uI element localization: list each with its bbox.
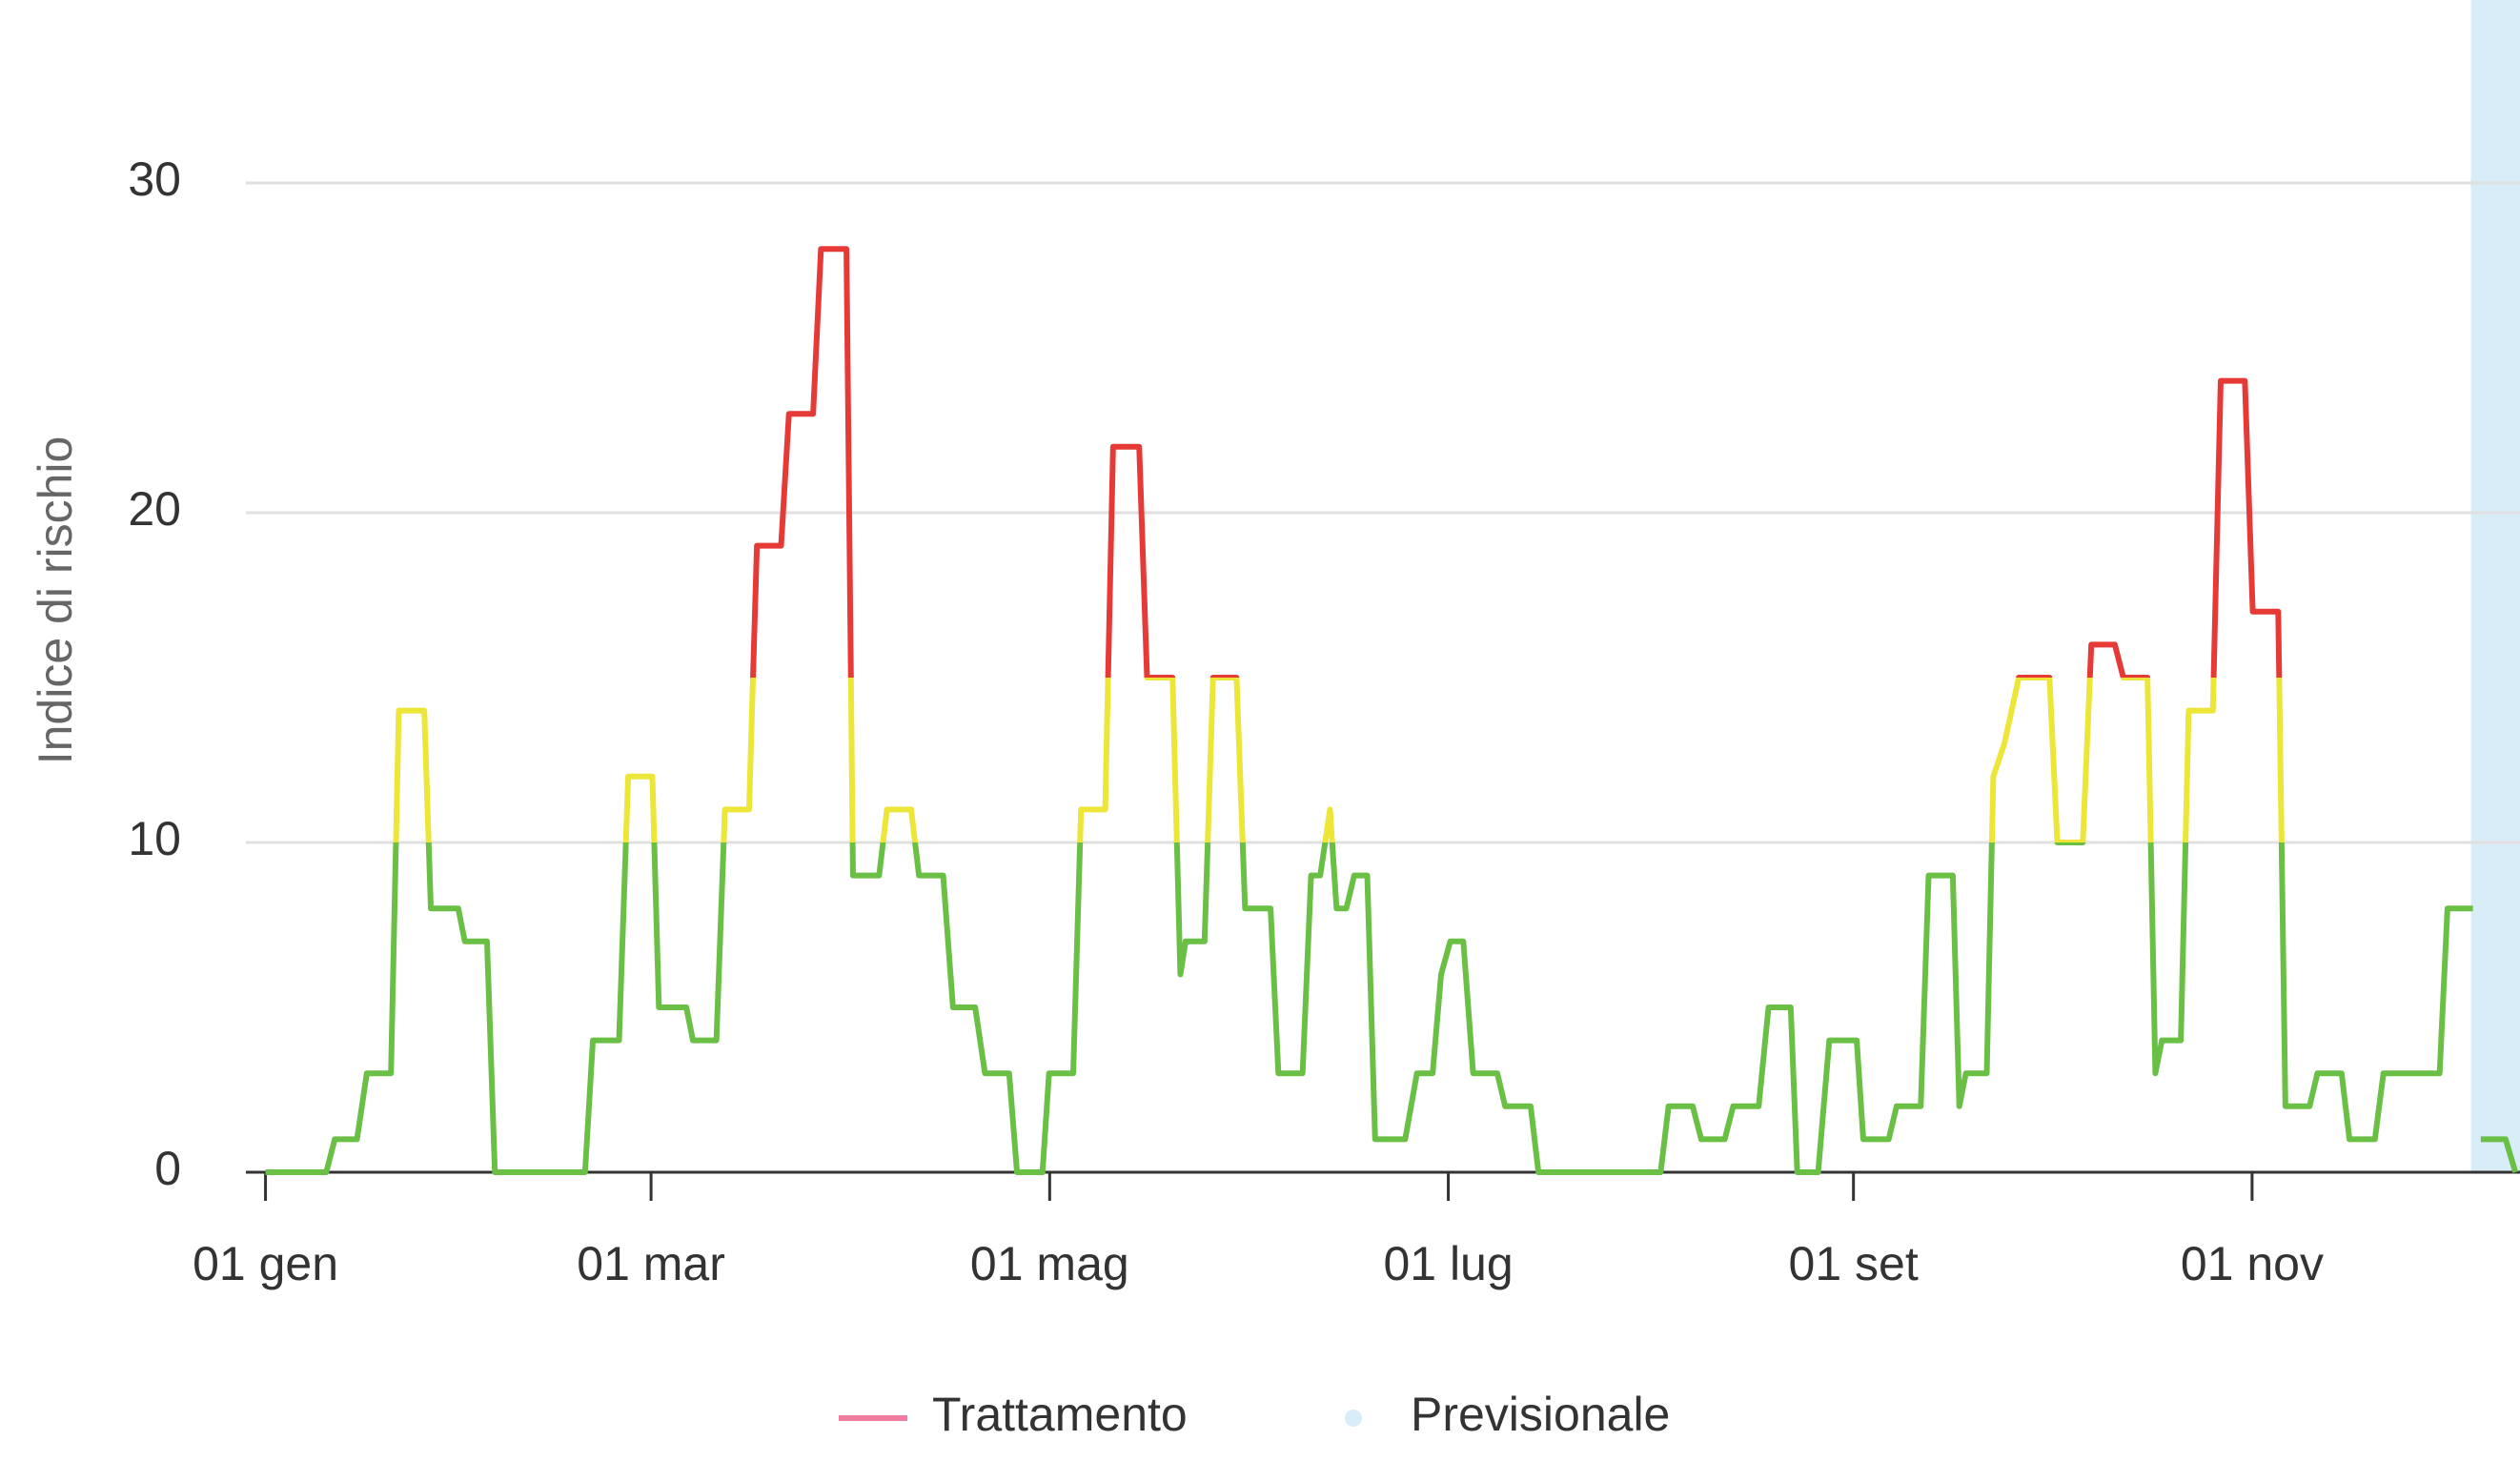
x-tick-label: 01 nov [2181, 1237, 2324, 1290]
y-tick-label: 0 [154, 1142, 181, 1195]
x-tick-label: 01 lug [1383, 1237, 1513, 1290]
legend-label: Trattamento [932, 1388, 1188, 1441]
x-tick-label: 01 gen [193, 1237, 338, 1290]
x-tick-label: 01 mar [577, 1237, 725, 1290]
series-line [2480, 1136, 2519, 1173]
x-tick-label: 01 set [1789, 1237, 1919, 1290]
y-axis-title: Indice di rischio [29, 436, 82, 765]
legend-dot [1345, 1410, 1362, 1427]
forecast-band [2470, 0, 2520, 1172]
series-line [265, 246, 2473, 1175]
y-tick-label: 30 [128, 152, 181, 206]
x-tick-label: 01 mag [970, 1237, 1129, 1290]
y-tick-label: 20 [128, 482, 181, 536]
legend-label: Previsionale [1411, 1388, 1670, 1441]
y-tick-label: 10 [128, 812, 181, 865]
